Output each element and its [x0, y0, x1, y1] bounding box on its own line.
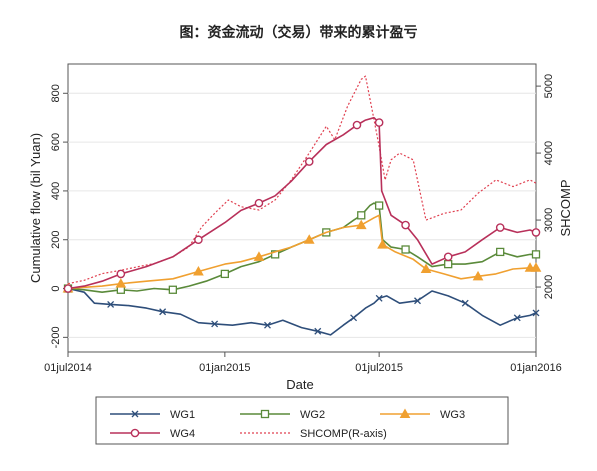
y-tick-label: 0 [50, 285, 62, 291]
legend-item: WG2 [240, 409, 325, 421]
marker-square [374, 201, 384, 210]
marker-triangle [377, 239, 388, 249]
marker-x [131, 410, 139, 418]
marker-circle [401, 220, 410, 230]
marker-triangle [420, 263, 432, 274]
marker-triangle [530, 262, 542, 272]
marker-triangle [303, 234, 315, 244]
x-tick-label: 01jul2014 [44, 362, 92, 374]
legend-item: SHCOMP(R-axis) [240, 428, 387, 440]
x-tick-label: 01jan2016 [510, 362, 561, 374]
marker-x [414, 297, 421, 305]
marker-square [168, 285, 178, 294]
marker-circle [374, 118, 384, 127]
y-tick-label: 400 [50, 182, 62, 200]
series-wg4 [63, 116, 541, 293]
marker-triangle [399, 408, 411, 418]
legend-label: SHCOMP(R-axis) [300, 428, 387, 440]
marker-circle [531, 228, 541, 237]
marker-circle [63, 284, 73, 293]
legend-label: WG2 [300, 409, 325, 421]
marker-square [260, 409, 270, 419]
marker-x [159, 308, 167, 316]
marker-square [444, 259, 453, 269]
marker-x [461, 299, 469, 307]
axes: -200 0 200 400 600 800 2000 3000 4000 5000 01jul20… [44, 74, 562, 374]
y-tick-label: 800 [50, 84, 62, 102]
marker-x [375, 294, 383, 302]
legend-box [95, 396, 509, 445]
series-line [67, 202, 536, 294]
y-axis-label: Cumulative flow (bil Yuan) [28, 133, 43, 283]
x-axis-label: Date [286, 377, 313, 392]
series-layer [62, 75, 542, 336]
y2-axis-label: SHCOMP [558, 179, 573, 236]
figure-title: 图：资金流动（交易）带来的累计盈亏 [179, 25, 418, 41]
marker-circle [352, 120, 362, 130]
marker-x [532, 309, 540, 317]
marker-square [270, 250, 280, 259]
y2-tick-label: 2000 [543, 275, 555, 299]
x-tick-label: 01jan2015 [199, 362, 250, 374]
y2-tick-label: 3000 [543, 208, 555, 232]
marker-triangle [472, 270, 484, 281]
y-tick-label: 600 [50, 133, 62, 151]
marker-circle [130, 428, 140, 438]
marker-circle [194, 235, 203, 245]
legend-label: WG1 [170, 409, 195, 421]
y-tick-label: 200 [50, 231, 62, 249]
series-line [67, 287, 537, 336]
marker-x [211, 320, 219, 328]
marker-square [496, 247, 505, 257]
marker-square [220, 269, 230, 279]
marker-circle [116, 269, 126, 279]
y2-tick-label: 4000 [543, 141, 555, 165]
marker-x [264, 321, 271, 329]
marker-triangle [193, 265, 204, 276]
marker-circle [304, 157, 314, 166]
grid [68, 92, 536, 338]
legend: WG1 WG2 WG3 WG4 SHCOMP(R-axis) [95, 396, 509, 445]
legend-item: WG4 [110, 428, 195, 440]
y2-tick-label: 5000 [543, 74, 555, 98]
legend-item: WG1 [110, 409, 195, 421]
marker-circle [254, 198, 264, 208]
x-tick-label: 01jul2015 [355, 362, 403, 374]
marker-x [513, 314, 521, 322]
marker-square [531, 250, 541, 259]
legend-label: WG3 [440, 409, 465, 421]
marker-triangle [253, 251, 265, 261]
marker-circle [443, 252, 453, 262]
legend-item: WG3 [380, 408, 465, 421]
marker-x [314, 327, 322, 335]
marker-triangle [355, 219, 367, 230]
y-tick-label: -200 [50, 326, 62, 348]
marker-x [350, 314, 358, 322]
legend-label: WG4 [170, 428, 195, 440]
plot-area [67, 63, 537, 353]
series-wg2 [63, 201, 541, 294]
series-line [67, 214, 536, 290]
marker-x [107, 300, 115, 308]
marker-square [357, 211, 366, 220]
marker-circle [495, 223, 505, 232]
marker-square [401, 245, 410, 254]
marker-triangle [115, 278, 127, 288]
